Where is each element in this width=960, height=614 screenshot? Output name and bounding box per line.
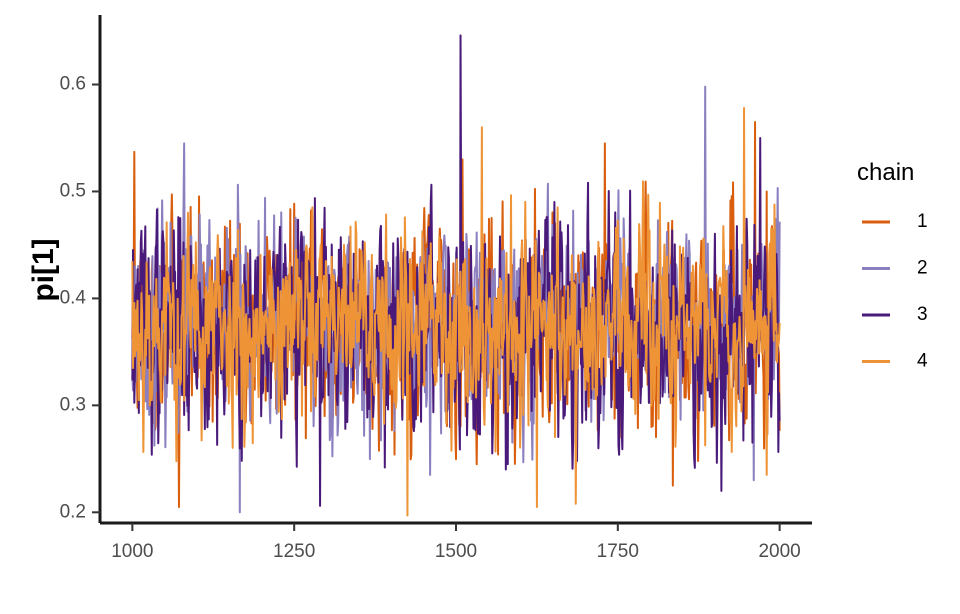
y-tick-label: 0.6: [60, 74, 86, 95]
x-ticks: 1000 1250 1500 1750 2000: [111, 523, 801, 562]
x-tick-label: 1500: [435, 541, 477, 562]
y-tick-label: 0.3: [60, 394, 86, 415]
legend-label-chain-1: 1: [917, 211, 928, 232]
y-tick-label: 0.4: [60, 287, 87, 308]
x-tick-label: 1000: [111, 541, 153, 562]
x-tick-label: 1250: [273, 541, 315, 562]
series-line-chain-4: [131, 107, 781, 517]
y-tick-label: 0.2: [60, 501, 86, 522]
legend: chain 1 2 3 4: [857, 159, 928, 372]
legend-label-chain-4: 4: [917, 351, 928, 372]
series-layer: [131, 34, 781, 517]
legend-label-chain-2: 2: [917, 258, 928, 279]
x-tick-label: 2000: [758, 541, 800, 562]
legend-label-chain-3: 3: [917, 304, 928, 325]
y-ticks: 0.2 0.3 0.4 0.5 0.6: [60, 74, 100, 522]
y-tick-label: 0.5: [60, 180, 86, 201]
x-tick-label: 1750: [597, 541, 639, 562]
legend-title: chain: [857, 159, 914, 186]
y-axis-label: pi[1]: [27, 238, 60, 301]
